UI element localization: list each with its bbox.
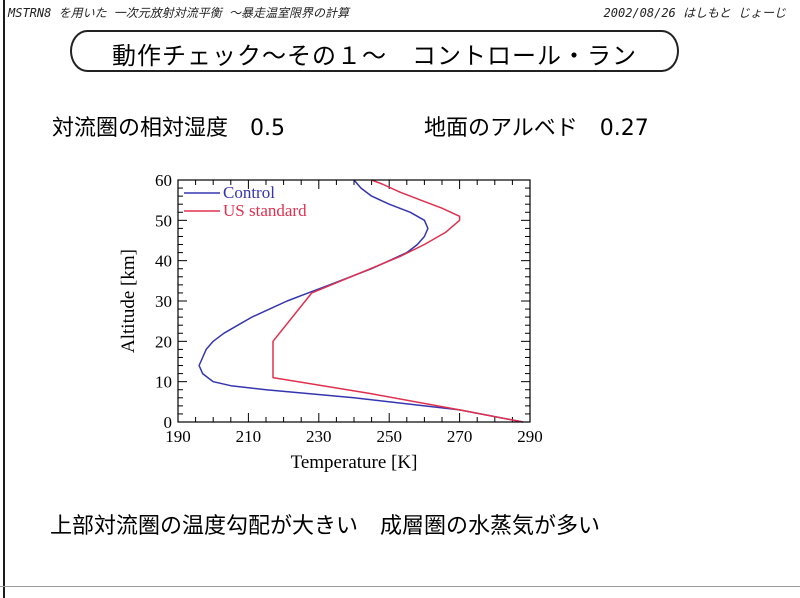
x-tick-label: 210 [236,427,262,446]
bottom-frame-line [0,586,800,587]
parameter-line: 対流圏の相対湿度 0.5 地面のアルベド 0.27 [52,110,780,142]
x-tick-label: 190 [165,427,191,446]
ticks-layer: 190 210 230 250 270 290 0 10 20 30 40 50 60 [155,171,543,446]
y-tick-label: 50 [155,211,172,230]
handwritten-header: MSTRN8 を用いた 一次元放射対流平衡 ～暴走温室限界の計算 2002/08… [8,4,786,24]
header-topic-note: MSTRN8 を用いた 一次元放射対流平衡 ～暴走温室限界の計算 [8,6,350,20]
slide-title: 動作チェック～その１～ コントロール・ラン [112,42,637,70]
summary-text: 上部対流圏の温度勾配が大きい 成層圏の水蒸気が多い [50,514,601,539]
series-layer [198,179,524,423]
left-frame-line [3,0,5,598]
y-tick-label: 20 [155,332,172,351]
param-relative-humidity: 対流圏の相対湿度 0.5 [52,116,285,141]
legend-label-us-standard: US standard [223,201,307,220]
x-tick-label: 250 [376,427,402,446]
x-tick-label: 270 [447,427,473,446]
x-tick-label: 290 [517,427,543,446]
y-tick-label: 40 [155,252,172,271]
y-tick-label: 30 [155,292,172,311]
y-tick-label: 10 [155,373,172,392]
series-line-control [198,179,524,423]
legend-label-control: Control [223,183,275,202]
y-tick-label: 60 [155,171,172,190]
param-surface-albedo: 地面のアルベド 0.27 [424,116,649,141]
y-tick-label: 0 [164,413,173,432]
header-date-author: 2002/08/26 はしもと じょーじ [603,6,786,20]
x-axis-label: Temperature [K] [291,452,418,473]
plot-frame [177,179,531,423]
title-box: 動作チェック～その１～ コントロール・ラン [70,30,679,72]
y-axis-label: Altitude [km] [118,249,139,353]
x-tick-label: 230 [306,427,332,446]
temperature-profile-chart: 190 210 230 250 270 290 0 10 20 30 40 50 60 ControlU… [118,171,543,473]
series-line-us-standard [272,179,524,423]
